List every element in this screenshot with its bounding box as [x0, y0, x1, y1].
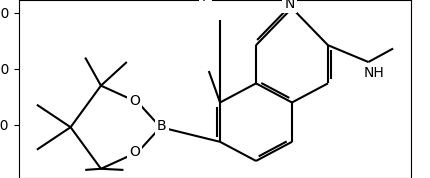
- Text: O: O: [129, 94, 140, 108]
- Text: F: F: [201, 0, 209, 4]
- Text: N: N: [285, 0, 295, 11]
- Text: O: O: [129, 145, 140, 159]
- Text: B: B: [157, 119, 166, 133]
- Text: NH: NH: [364, 66, 384, 80]
